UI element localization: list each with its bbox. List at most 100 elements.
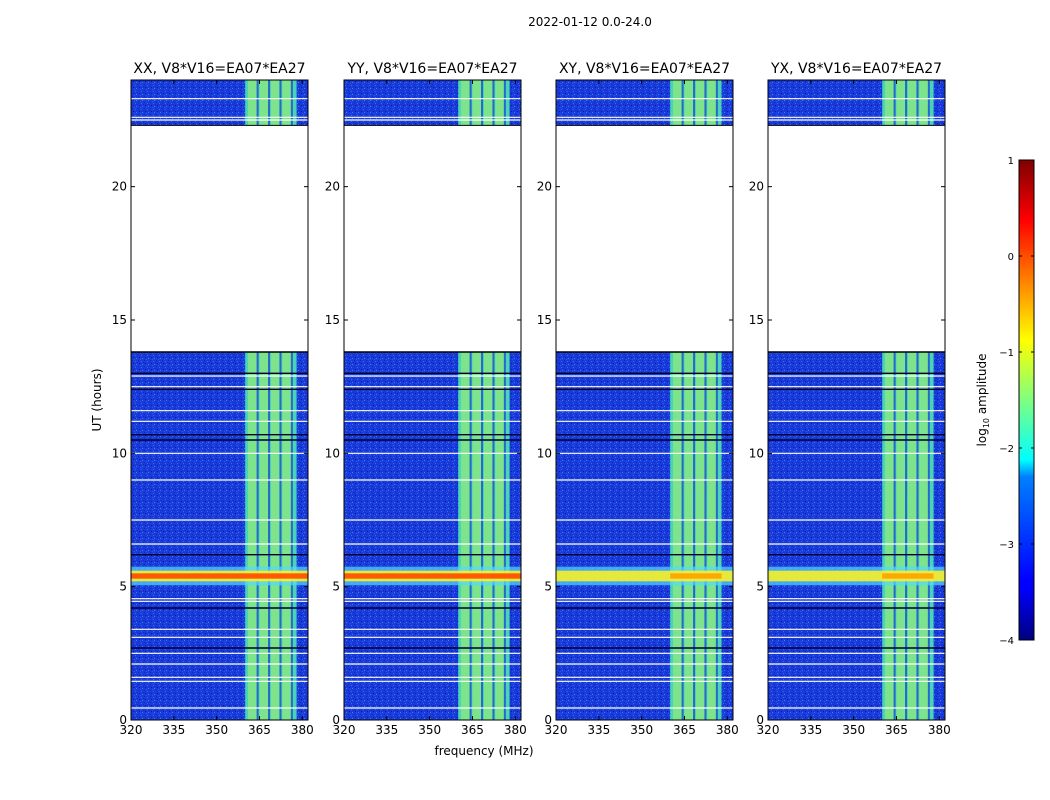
panel-title: XX, V8*V16=EA07*EA27 (133, 61, 305, 77)
x-tick-label: 335 (799, 723, 822, 737)
channel-gap (681, 80, 684, 720)
y-axis-label: UT (hours) (90, 368, 104, 431)
channel-gap (279, 80, 282, 720)
figure-title: 2022-01-12 0.0-24.0 (528, 15, 652, 29)
x-tick-label: 320 (120, 723, 143, 737)
y-tick-label: 20 (537, 180, 552, 194)
x-tick-label: 350 (418, 723, 441, 737)
y-tick-label: 10 (112, 446, 127, 460)
x-tick-label: 365 (248, 723, 271, 737)
colorbar-label: log10 amplitude (975, 354, 991, 447)
y-tick-label: 20 (112, 180, 127, 194)
interference-core (131, 573, 308, 579)
rfi-channel (673, 80, 682, 720)
interference-core (670, 573, 722, 579)
colorbar-tick-label: 0 (1008, 252, 1014, 263)
y-tick-label: 5 (544, 580, 552, 594)
channel-gap (905, 80, 908, 720)
x-tick-label: 350 (842, 723, 865, 737)
rfi-channel (270, 80, 280, 720)
channel-gap (481, 80, 484, 720)
x-tick-label: 380 (928, 723, 951, 737)
channel-gap (268, 80, 271, 720)
y-tick-label: 15 (112, 313, 127, 327)
x-tick-label: 335 (587, 723, 610, 737)
rfi-channel (259, 80, 269, 720)
x-tick-label: 350 (630, 723, 653, 737)
y-tick-label: 15 (537, 313, 552, 327)
channel-gap (715, 80, 718, 720)
x-tick-label: 365 (885, 723, 908, 737)
rfi-channel (248, 80, 257, 720)
channel-gap (503, 80, 506, 720)
channel-gap (693, 80, 696, 720)
rfi-channel (896, 80, 906, 720)
colorbar-tick-label: −3 (999, 540, 1014, 551)
x-tick-label: 380 (716, 723, 739, 737)
rfi-channel (684, 80, 694, 720)
channel-gap (256, 80, 259, 720)
x-tick-label: 380 (291, 723, 314, 737)
channel-gap (290, 80, 293, 720)
panel-title: YX, V8*V16=EA07*EA27 (770, 61, 942, 77)
rfi-channel (907, 80, 917, 720)
no-data-gap (131, 125, 308, 352)
y-tick-label: 15 (325, 313, 340, 327)
rfi-channel (707, 80, 716, 720)
channel-gap (916, 80, 919, 720)
interference-core (882, 573, 934, 579)
rfi-channel (495, 80, 504, 720)
y-tick-label: 0 (119, 713, 127, 727)
rfi-channel (695, 80, 705, 720)
x-tick-label: 335 (162, 723, 185, 737)
y-tick-label: 10 (537, 446, 552, 460)
x-tick-label: 380 (504, 723, 527, 737)
y-tick-label: 5 (332, 580, 340, 594)
colorbar-tick-label: 1 (1008, 156, 1014, 167)
no-data-gap (768, 125, 945, 352)
interference-band (768, 570, 945, 582)
panel-2: YY, V8*V16=EA07*EA27 320 335 350 365 380 0 5 10 1… (325, 61, 527, 737)
panel-3: XY, V8*V16=EA07*EA27 320 335 350 365 380 0 5 10 1… (537, 61, 739, 737)
x-tick-label: 335 (375, 723, 398, 737)
panels: XX, V8*V16=EA07*EA27 320 335 350 365 380 0 5 10 1… (112, 61, 951, 737)
x-tick-label: 365 (673, 723, 696, 737)
panel-title: YY, V8*V16=EA07*EA27 (346, 61, 517, 77)
interference-band (556, 570, 733, 582)
x-tick-label: 320 (757, 723, 780, 737)
y-tick-label: 0 (332, 713, 340, 727)
rfi-channel (919, 80, 928, 720)
interference-core (344, 573, 521, 579)
panel-title: XY, V8*V16=EA07*EA27 (559, 61, 730, 77)
channel-gap (492, 80, 495, 720)
x-tick-label: 350 (205, 723, 228, 737)
channel-gap (469, 80, 472, 720)
no-data-gap (344, 125, 521, 352)
y-tick-label: 0 (544, 713, 552, 727)
panel-frame (767, 79, 946, 721)
y-tick-label: 5 (119, 580, 127, 594)
panel-4: YX, V8*V16=EA07*EA27 320 335 350 365 380 0 5 10 1… (749, 61, 951, 737)
colorbar-tick-label: −4 (999, 636, 1014, 647)
colorbar-tick-label: −2 (999, 444, 1014, 455)
y-tick-label: 15 (749, 313, 764, 327)
colorbar-ticks: −4 −3 −2 −1 0 1 (999, 156, 1034, 647)
panel-frame (130, 79, 309, 721)
no-data-gap (556, 125, 733, 352)
panel-frame (555, 79, 734, 721)
x-axis-label: frequency (MHz) (434, 744, 533, 758)
y-tick-label: 10 (749, 446, 764, 460)
channel-gap (704, 80, 707, 720)
channel-gap (893, 80, 896, 720)
rfi-channel (483, 80, 493, 720)
y-tick-label: 10 (325, 446, 340, 460)
panel-frame (343, 79, 522, 721)
x-tick-label: 365 (461, 723, 484, 737)
panel-1: XX, V8*V16=EA07*EA27 320 335 350 365 380 0 5 10 1… (112, 61, 314, 737)
y-tick-label: 20 (749, 180, 764, 194)
rfi-channel (282, 80, 291, 720)
rfi-channel (472, 80, 482, 720)
x-tick-label: 320 (333, 723, 356, 737)
colorbar-tick-label: −1 (999, 348, 1014, 359)
